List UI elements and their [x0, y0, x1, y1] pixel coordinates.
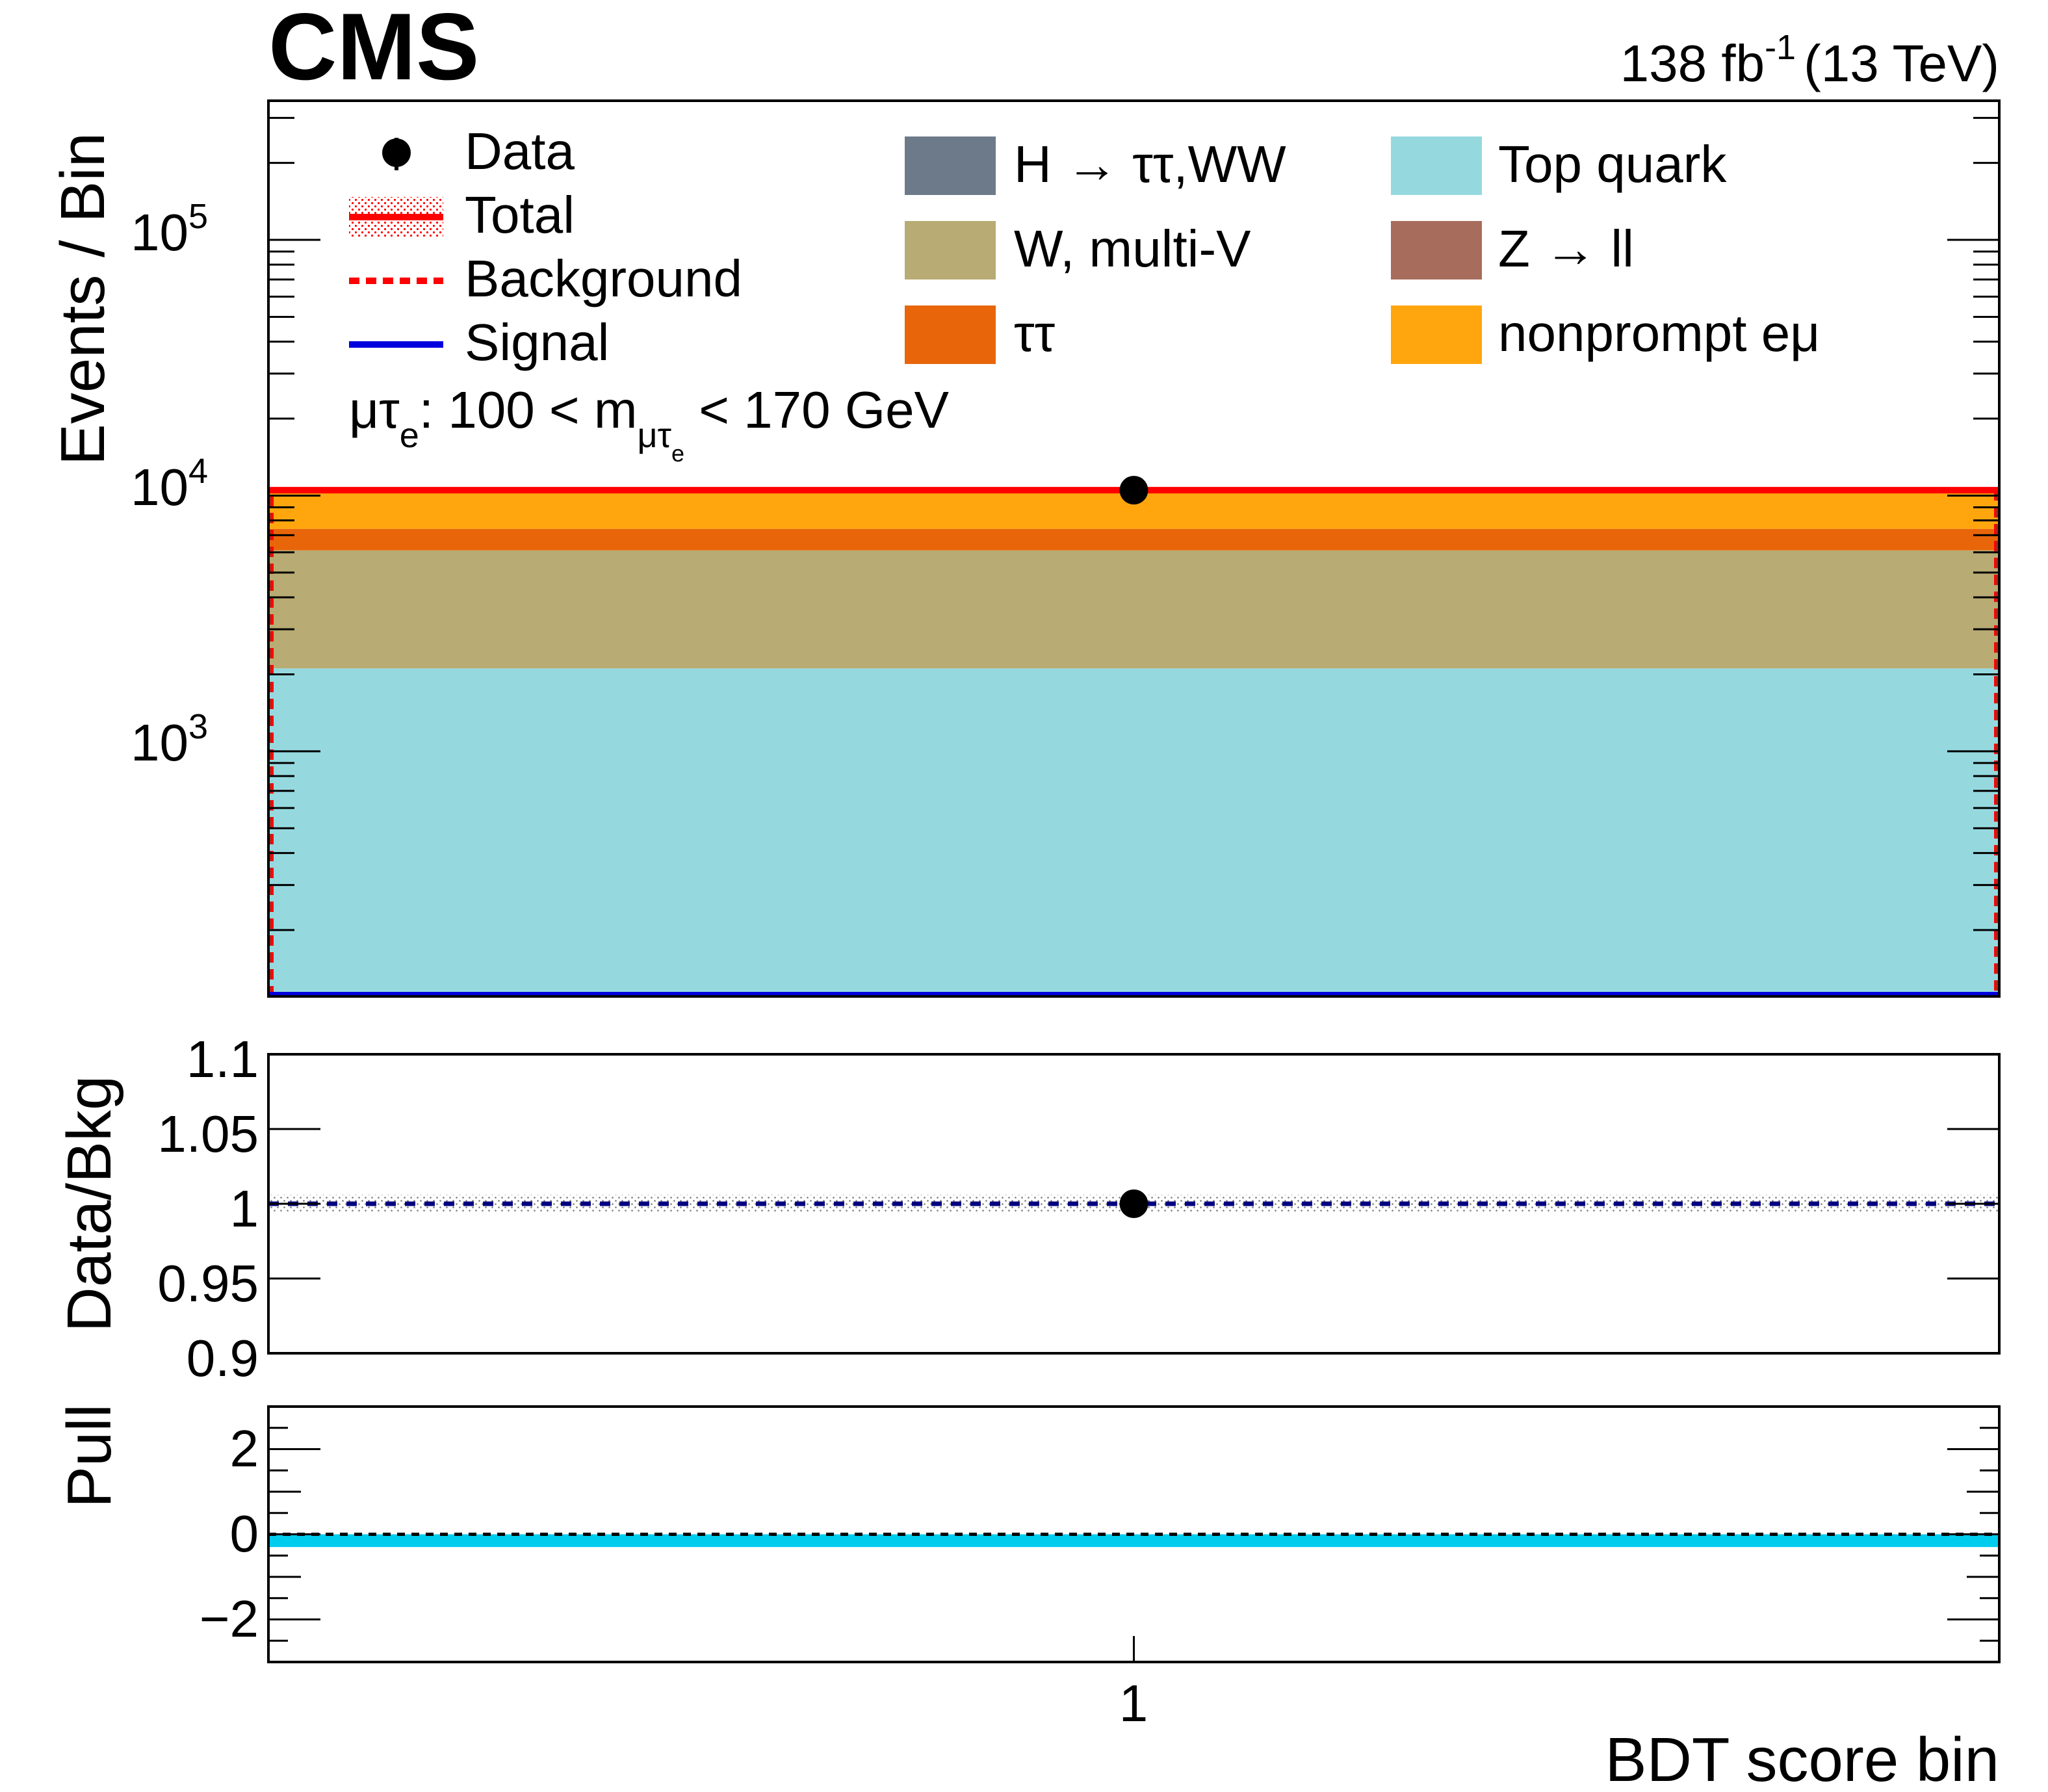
legend-entry-nonprompt: nonprompt eμ — [1391, 304, 1820, 364]
legend-label-wmultiv: W, multi-V — [1014, 220, 1251, 278]
legend-label-top: Top quark — [1498, 135, 1727, 193]
legend-swatch-top — [1391, 136, 1482, 195]
legend-label-total: Total — [465, 186, 575, 244]
ytick-label-1e3: 103 — [131, 707, 208, 772]
ytick-base: 10 — [131, 714, 188, 772]
pull-ytick-label: 2 — [230, 1420, 259, 1477]
lumi-value: 138 fb — [1620, 34, 1765, 92]
main-panel: Events / Bin 103 104 105 — [48, 99, 2001, 998]
main-ylabel: Events / Bin — [48, 133, 118, 465]
ratio-ytick-label: 0.95 — [157, 1254, 259, 1312]
ytick-label-1e5: 105 — [131, 197, 208, 261]
ratio-ylabel: Data/Bkg — [55, 1076, 124, 1332]
ratio-ytick-label: 1.05 — [157, 1105, 259, 1163]
legend-label-higgs: H → ττ,WW — [1014, 135, 1286, 193]
ytick-base: 10 — [131, 203, 188, 261]
legend-entry-tautau: ττ — [905, 304, 1055, 364]
region-label: μτe: 100 < mμτe < 170 GeV — [349, 381, 950, 467]
lumi-exponent: -1 — [1765, 28, 1796, 67]
pull-panel: Pull −2 0 2 1 BDT score bin — [55, 1404, 2001, 1792]
region-range-hi: < 170 GeV — [684, 381, 950, 439]
legend-label-nonprompt: nonprompt eμ — [1498, 304, 1820, 362]
legend-swatch-zll — [1391, 221, 1482, 279]
legend-entry-wmultiv: W, multi-V — [905, 220, 1251, 279]
xtick-label: 1 — [1119, 1674, 1148, 1732]
ratio-ytick-label: 1 — [230, 1180, 259, 1238]
legend-swatch-nonprompt — [1391, 305, 1482, 364]
legend-swatch-higgs — [905, 136, 996, 195]
legend-swatch-wmultiv — [905, 221, 996, 279]
ratio-ticks-group — [268, 1053, 1999, 1355]
pull-ytick-label: −2 — [200, 1590, 259, 1648]
ytick-exponent: 5 — [188, 197, 208, 236]
ytick-label-1e4: 104 — [131, 452, 208, 516]
pull-bar — [268, 1534, 1999, 1548]
lumi-energy: (13 TeV) — [1804, 34, 1999, 92]
legend-label-zll: Z → ll — [1498, 220, 1634, 278]
data-point — [1119, 476, 1148, 505]
region-channel: μτ — [349, 381, 400, 439]
stack-bar-wmultiv — [268, 550, 1999, 669]
region-mass-sub: μτ — [638, 416, 671, 455]
region-range-lo: : 100 < m — [419, 381, 638, 439]
stack-group — [268, 491, 1999, 996]
legend-label-data: Data — [465, 122, 575, 180]
ratio-ytick-label: 0.9 — [187, 1329, 259, 1387]
region-mass-subsub: e — [671, 440, 684, 467]
legend-swatch-tautau — [905, 305, 996, 364]
ratio-data-point — [1119, 1189, 1148, 1218]
legend-entry-zll: Z → ll — [1391, 220, 1634, 279]
ratio-panel: Data/Bkg 0.9 0.95 1 1.05 1.1 — [55, 1030, 2001, 1387]
region-channel-sub: e — [400, 416, 419, 455]
legend-entry-total: Total — [349, 186, 575, 244]
stack-bar-tautau — [268, 528, 1999, 551]
legend-entry-data: Data — [382, 122, 575, 180]
ytick-base: 10 — [131, 458, 188, 516]
stack-bar-top — [268, 668, 1999, 996]
legend-entry-signal: Signal — [349, 313, 609, 371]
legend-entry-higgs: H → ττ,WW — [905, 135, 1286, 195]
pull-ytick-label: 0 — [230, 1505, 259, 1563]
pull-ylabel: Pull — [55, 1404, 124, 1508]
main-ticks-group — [268, 116, 1999, 931]
legend-entry-background: Background — [349, 250, 742, 307]
legend: Data Total Background Signal H → ττ,WW W… — [349, 122, 1820, 371]
ytick-exponent: 4 — [188, 452, 208, 491]
ytick-exponent: 3 — [188, 707, 208, 746]
legend-marker-data — [382, 138, 411, 167]
legend-label-background: Background — [465, 250, 742, 307]
pull-ticks-group — [268, 1405, 1999, 1663]
legend-entry-top: Top quark — [1391, 135, 1727, 195]
xaxis-label: BDT score bin — [1605, 1725, 1999, 1792]
main-frame — [267, 99, 2001, 998]
legend-label-tautau: ττ — [1014, 304, 1055, 362]
ratio-ytick-label: 1.1 — [187, 1030, 259, 1088]
legend-label-signal: Signal — [465, 313, 609, 371]
experiment-label: CMS — [268, 0, 479, 99]
lumi-label: 138 fb-1 (13 TeV) — [1620, 28, 1999, 92]
